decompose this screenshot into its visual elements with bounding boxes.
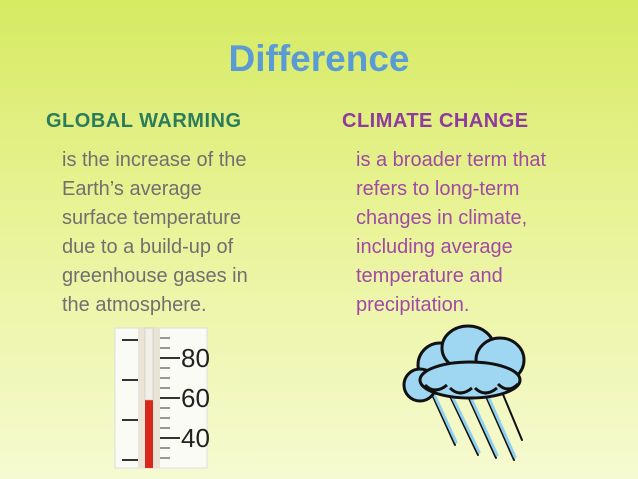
thermometer-label: 40: [181, 423, 210, 453]
thermometer-label: 80: [181, 343, 210, 373]
slide-title: Difference: [228, 38, 410, 79]
body-line: Earth’s average: [62, 178, 202, 200]
body-line: greenhouse gases in: [62, 265, 248, 287]
body-line: refers to long-term: [356, 178, 520, 200]
body-line: due to a build-up of: [62, 236, 234, 258]
body-line: temperature and: [356, 265, 503, 287]
body-line: is the increase of the: [62, 149, 247, 171]
thermometer: 80 60 40: [114, 327, 210, 469]
rain-cloud: [402, 324, 526, 461]
column-heading: GLOBAL WARMING: [46, 110, 242, 132]
body-line: precipitation.: [356, 294, 470, 316]
body-line: surface temperature: [62, 207, 241, 229]
body-line: is a broader term that: [356, 149, 547, 171]
body-line: the atmosphere.: [62, 294, 207, 316]
body-line: changes in climate,: [356, 207, 528, 229]
thermometer-label: 60: [181, 383, 210, 413]
body-line: including average: [356, 236, 513, 258]
column-heading: CLIMATE CHANGE: [342, 110, 529, 132]
